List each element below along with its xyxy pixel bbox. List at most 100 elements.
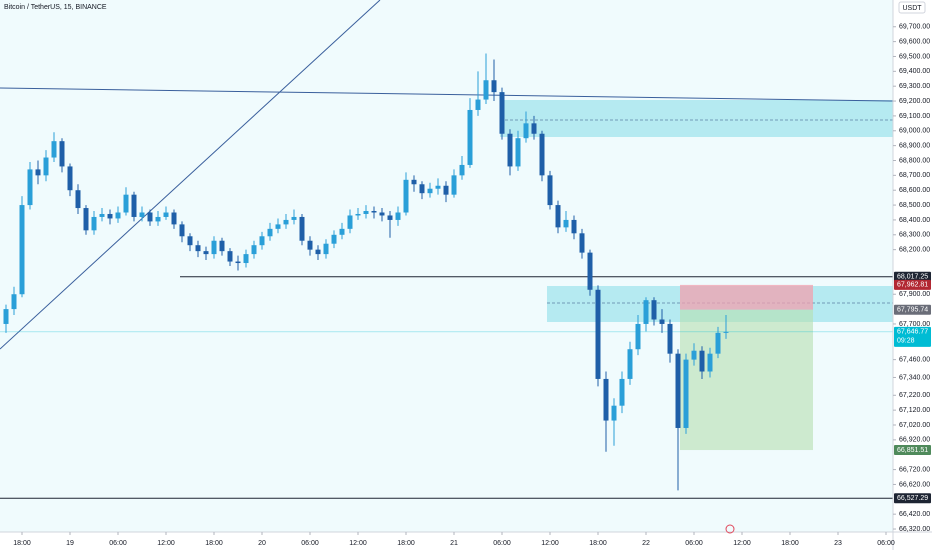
candle-body: [59, 141, 65, 167]
y-tick-label: 69,500.00: [899, 53, 930, 60]
x-tick-label: 06:00: [685, 540, 703, 547]
candle-body: [443, 185, 449, 195]
x-tick-label: 06:00: [493, 540, 511, 547]
price-tag: [894, 279, 931, 290]
y-tick-label: 68,400.00: [899, 217, 930, 224]
candle-body: [155, 216, 161, 222]
price-tag: [894, 445, 931, 456]
y-tick-label: 67,700.00: [899, 321, 930, 328]
candle-body: [107, 213, 113, 219]
candle-body: [43, 157, 49, 176]
y-tick-label: 69,600.00: [899, 38, 930, 45]
price-tag-label: 67,795.74: [897, 307, 928, 314]
stop-zone: [680, 284, 813, 310]
candle-body: [203, 251, 209, 255]
x-tick-label: 12:00: [541, 540, 559, 547]
candle-body: [691, 350, 697, 360]
price-tag-label: 66,527.29: [897, 495, 928, 502]
candle-body: [603, 378, 609, 421]
x-tick-label: 18:00: [13, 540, 31, 547]
price-tag: [894, 271, 931, 282]
price-tag-label: 67,646.77: [897, 329, 928, 336]
candle-body: [11, 294, 17, 310]
y-tick-label: 66,620.00: [899, 481, 930, 488]
candle-body: [683, 359, 689, 428]
candle-body: [523, 123, 529, 139]
currency-badge[interactable]: [898, 1, 926, 14]
x-tick-label: 18:00: [589, 540, 607, 547]
x-tick-label: 18:00: [781, 540, 799, 547]
candle-body: [235, 261, 241, 264]
y-tick-label: 68,800.00: [899, 157, 930, 164]
candle-body: [707, 353, 713, 372]
price-tag-countdown: 09:28: [897, 338, 915, 345]
y-tick-label: 69,300.00: [899, 83, 930, 90]
price-tag: [894, 326, 931, 347]
y-tick-label: 67,900.00: [899, 291, 930, 298]
candle-body: [667, 323, 673, 354]
candle-body: [619, 378, 625, 406]
candle-body: [723, 331, 729, 333]
chart-title: Bitcoin / TetherUS, 15, BINANCE: [4, 4, 107, 11]
candle-body: [555, 205, 561, 228]
candle-body: [387, 215, 393, 220]
y-tick-label: 66,420.00: [899, 511, 930, 518]
price-tag: [894, 304, 931, 315]
candle-body: [123, 194, 129, 213]
candle-body: [403, 179, 409, 213]
candle-body: [99, 213, 105, 217]
candle-body: [587, 252, 593, 290]
candle-body: [419, 184, 425, 194]
x-tick-label: 19: [66, 540, 74, 547]
candle-body: [83, 208, 89, 231]
plot-background: [0, 0, 893, 532]
candle-body: [347, 215, 353, 229]
candle-body: [91, 216, 97, 231]
candle-body: [211, 240, 217, 255]
y-tick-label: 68,300.00: [899, 232, 930, 239]
x-tick-label: 12:00: [349, 540, 367, 547]
candle-body: [147, 212, 153, 222]
price-tag: [894, 493, 931, 504]
candle-body: [139, 212, 145, 217]
trend-line: [0, 0, 381, 350]
candle-body: [459, 164, 465, 176]
candle-body: [35, 169, 41, 176]
price-tag-label: 66,851.51: [897, 447, 928, 454]
candle-body: [315, 249, 321, 255]
candle-body: [291, 216, 297, 220]
candle-body: [491, 80, 497, 93]
candle-body: [51, 141, 57, 158]
x-tick-label: 12:00: [733, 540, 751, 547]
trend-line: [0, 87, 894, 102]
x-tick-label: 06:00: [301, 540, 319, 547]
candle-body: [643, 300, 649, 324]
candle-body: [171, 212, 177, 225]
candle-body: [563, 219, 569, 228]
candle-body: [659, 319, 665, 324]
candle-body: [539, 133, 545, 176]
candle-body: [515, 138, 521, 167]
candle-body: [195, 245, 201, 252]
event-icon[interactable]: [725, 524, 735, 534]
candle-body: [187, 236, 193, 246]
candle-body: [595, 289, 601, 379]
candle-body: [219, 240, 225, 252]
candle-body: [67, 166, 73, 191]
price-tag-label: 67,962.81: [897, 282, 928, 289]
y-tick-label: 68,600.00: [899, 187, 930, 194]
candle-body: [507, 133, 513, 167]
candle-body: [275, 224, 281, 229]
currency-label: USDT: [902, 5, 922, 12]
y-tick-label: 67,220.00: [899, 392, 930, 399]
y-tick-label: 69,700.00: [899, 24, 930, 31]
candle-body: [299, 216, 305, 241]
y-tick-label: 69,100.00: [899, 113, 930, 120]
candle-body: [427, 188, 433, 194]
supply-zone: [500, 100, 893, 137]
candle-body: [499, 92, 505, 134]
candle-body: [179, 224, 185, 237]
candle-body: [699, 350, 705, 372]
candle-body: [243, 254, 249, 264]
